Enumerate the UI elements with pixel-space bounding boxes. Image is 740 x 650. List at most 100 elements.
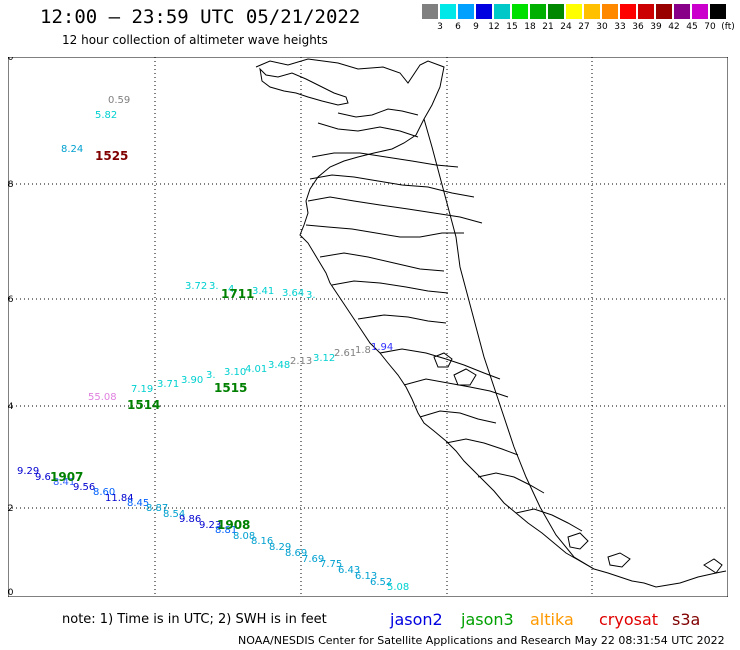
wave-height-label: 8.16	[251, 536, 273, 547]
satellite-legend-s3a: s3a	[672, 610, 701, 629]
coastline-main	[255, 58, 727, 588]
wave-height-label: 55.08	[88, 392, 117, 403]
wave-height-label: 3.	[206, 370, 216, 381]
altimeter-map: 0.595.828.243.72 3. 4. 3.41 3.64 3.1.941.82.6…	[8, 57, 728, 597]
coastline-fjord-5	[307, 196, 483, 224]
scale-swatch	[422, 4, 439, 19]
wave-height-label: 5.82	[95, 110, 117, 121]
wave-height-label: 3.64	[282, 288, 304, 299]
latitude-label: 66	[8, 295, 14, 305]
wave-height-label: 9.23	[199, 520, 221, 531]
coastline-fjord-9	[357, 314, 447, 324]
wave-height-label: 6.52	[370, 577, 392, 588]
scale-swatch	[710, 4, 727, 19]
wave-height-label: 3.48	[268, 360, 290, 371]
coastline-fjord-4	[309, 174, 475, 198]
coastline-fjord-6	[305, 224, 464, 238]
footer-note: note: 1) Time is in UTC; 2) SWH is in fe…	[62, 612, 327, 627]
latitude-label: 70	[8, 57, 14, 63]
wave-height-label: 2.13	[290, 356, 312, 367]
coastline-fjord-10	[379, 348, 501, 380]
scale-tick-label: 15	[506, 22, 518, 32]
wave-height-label: 3.	[209, 281, 219, 292]
wave-height-label: 3.10	[224, 367, 246, 378]
scale-tick-label: 70	[704, 22, 716, 32]
wave-height-label: 6.13	[355, 571, 377, 582]
wave-height-label: 3.72	[185, 281, 207, 292]
scale-tick-label: 6	[455, 22, 461, 32]
scale-tick-label: 27	[578, 22, 590, 32]
latitude-label: 60	[8, 588, 14, 597]
scale-swatch	[566, 4, 583, 19]
map-subtitle: 12 hour collection of altimeter wave hei…	[62, 33, 328, 47]
coastline-islands-3	[567, 532, 589, 550]
scale-swatch	[494, 4, 511, 19]
coastline-fjord-14	[477, 472, 545, 494]
wave-height-label: 8.29	[269, 542, 291, 553]
wave-height-label: 4.01	[245, 364, 267, 375]
scale-swatch	[530, 4, 547, 19]
satellite-legend-cryosat: cryosat	[599, 610, 659, 629]
scale-tick-label: 12	[488, 22, 500, 32]
wave-height-label: 3.	[306, 290, 316, 301]
scale-swatch	[656, 4, 673, 19]
scale-tick-label: 33	[614, 22, 626, 32]
scale-swatch	[692, 4, 709, 19]
scale-tick-label: 39	[650, 22, 662, 32]
pass-time-label: 1525	[95, 149, 128, 163]
satellite-legend-altika: altika	[530, 610, 574, 629]
wave-height-label: 6.43	[338, 565, 360, 576]
pass-time-label: 1515	[214, 381, 247, 395]
coastline-northern-bay	[259, 67, 349, 106]
wave-height-label: 3.12	[313, 353, 335, 364]
wave-height-label: 1.8	[355, 345, 371, 356]
map-frame	[8, 57, 728, 597]
coastline-fjord-2	[317, 122, 419, 138]
scale-tick-label: 9	[473, 22, 479, 32]
scale-swatch	[674, 4, 691, 19]
pass-time-label: 1514	[127, 398, 160, 412]
scale-tick-label: 3	[437, 22, 443, 32]
wave-height-label: 11.84	[105, 493, 134, 504]
wave-height-label: 8.08	[233, 531, 255, 542]
footer-credit: NOAA/NESDIS Center for Satellite Applica…	[238, 634, 725, 647]
coastline-islands-5	[703, 558, 723, 574]
wave-height-label: 7.75	[320, 559, 342, 570]
pass-time-label: 1907	[50, 470, 83, 484]
satellite-legend-jason3: jason3	[461, 610, 514, 629]
scale-tick-label: 45	[686, 22, 698, 32]
wave-height-label: 0.59	[108, 95, 130, 106]
wave-height-label: 8.87	[146, 503, 168, 514]
coastline-fjord-8	[331, 280, 449, 294]
wave-height-label: 3.71	[157, 379, 179, 390]
scale-tick-label: 30	[596, 22, 608, 32]
coastline-east-ridge	[423, 118, 595, 570]
wave-height-label: 8.41	[53, 477, 75, 488]
coastline-islands-1	[433, 352, 453, 368]
wave-height-label: 2.61	[334, 348, 356, 359]
wave-height-label: 8.60	[93, 487, 115, 498]
latitude-label: 64	[8, 402, 14, 412]
wave-height-label: 8.81	[215, 525, 237, 536]
coastline-islands-4	[607, 552, 631, 568]
wave-height-label: 9.56	[73, 482, 95, 493]
coastline-fjord-7	[319, 252, 445, 272]
coastline-fjord-1	[337, 108, 419, 118]
coastline-fjord-13	[445, 438, 519, 456]
scale-swatch	[458, 4, 475, 19]
scale-swatch	[584, 4, 601, 19]
wave-height-label: 8.45	[127, 498, 149, 509]
coastline-islands-2	[453, 368, 477, 386]
scale-tick-label: 24	[560, 22, 572, 32]
wave-height-label: 3.41	[252, 286, 274, 297]
coastline-fjord-12	[419, 410, 497, 424]
wave-height-label: 1.94	[371, 342, 393, 353]
observation-labels: 0.595.828.243.72 3. 4. 3.41 3.64 3.1.941.82.6…	[17, 95, 409, 593]
coastline-fjord-15	[515, 508, 583, 532]
pass-time-label: 1711	[221, 287, 254, 301]
greenland-coastline	[255, 58, 727, 588]
latitude-label: 68	[8, 180, 14, 190]
wave-height-label: 3.90	[181, 375, 203, 386]
latitude-label: 62	[8, 504, 13, 514]
scale-swatch	[602, 4, 619, 19]
